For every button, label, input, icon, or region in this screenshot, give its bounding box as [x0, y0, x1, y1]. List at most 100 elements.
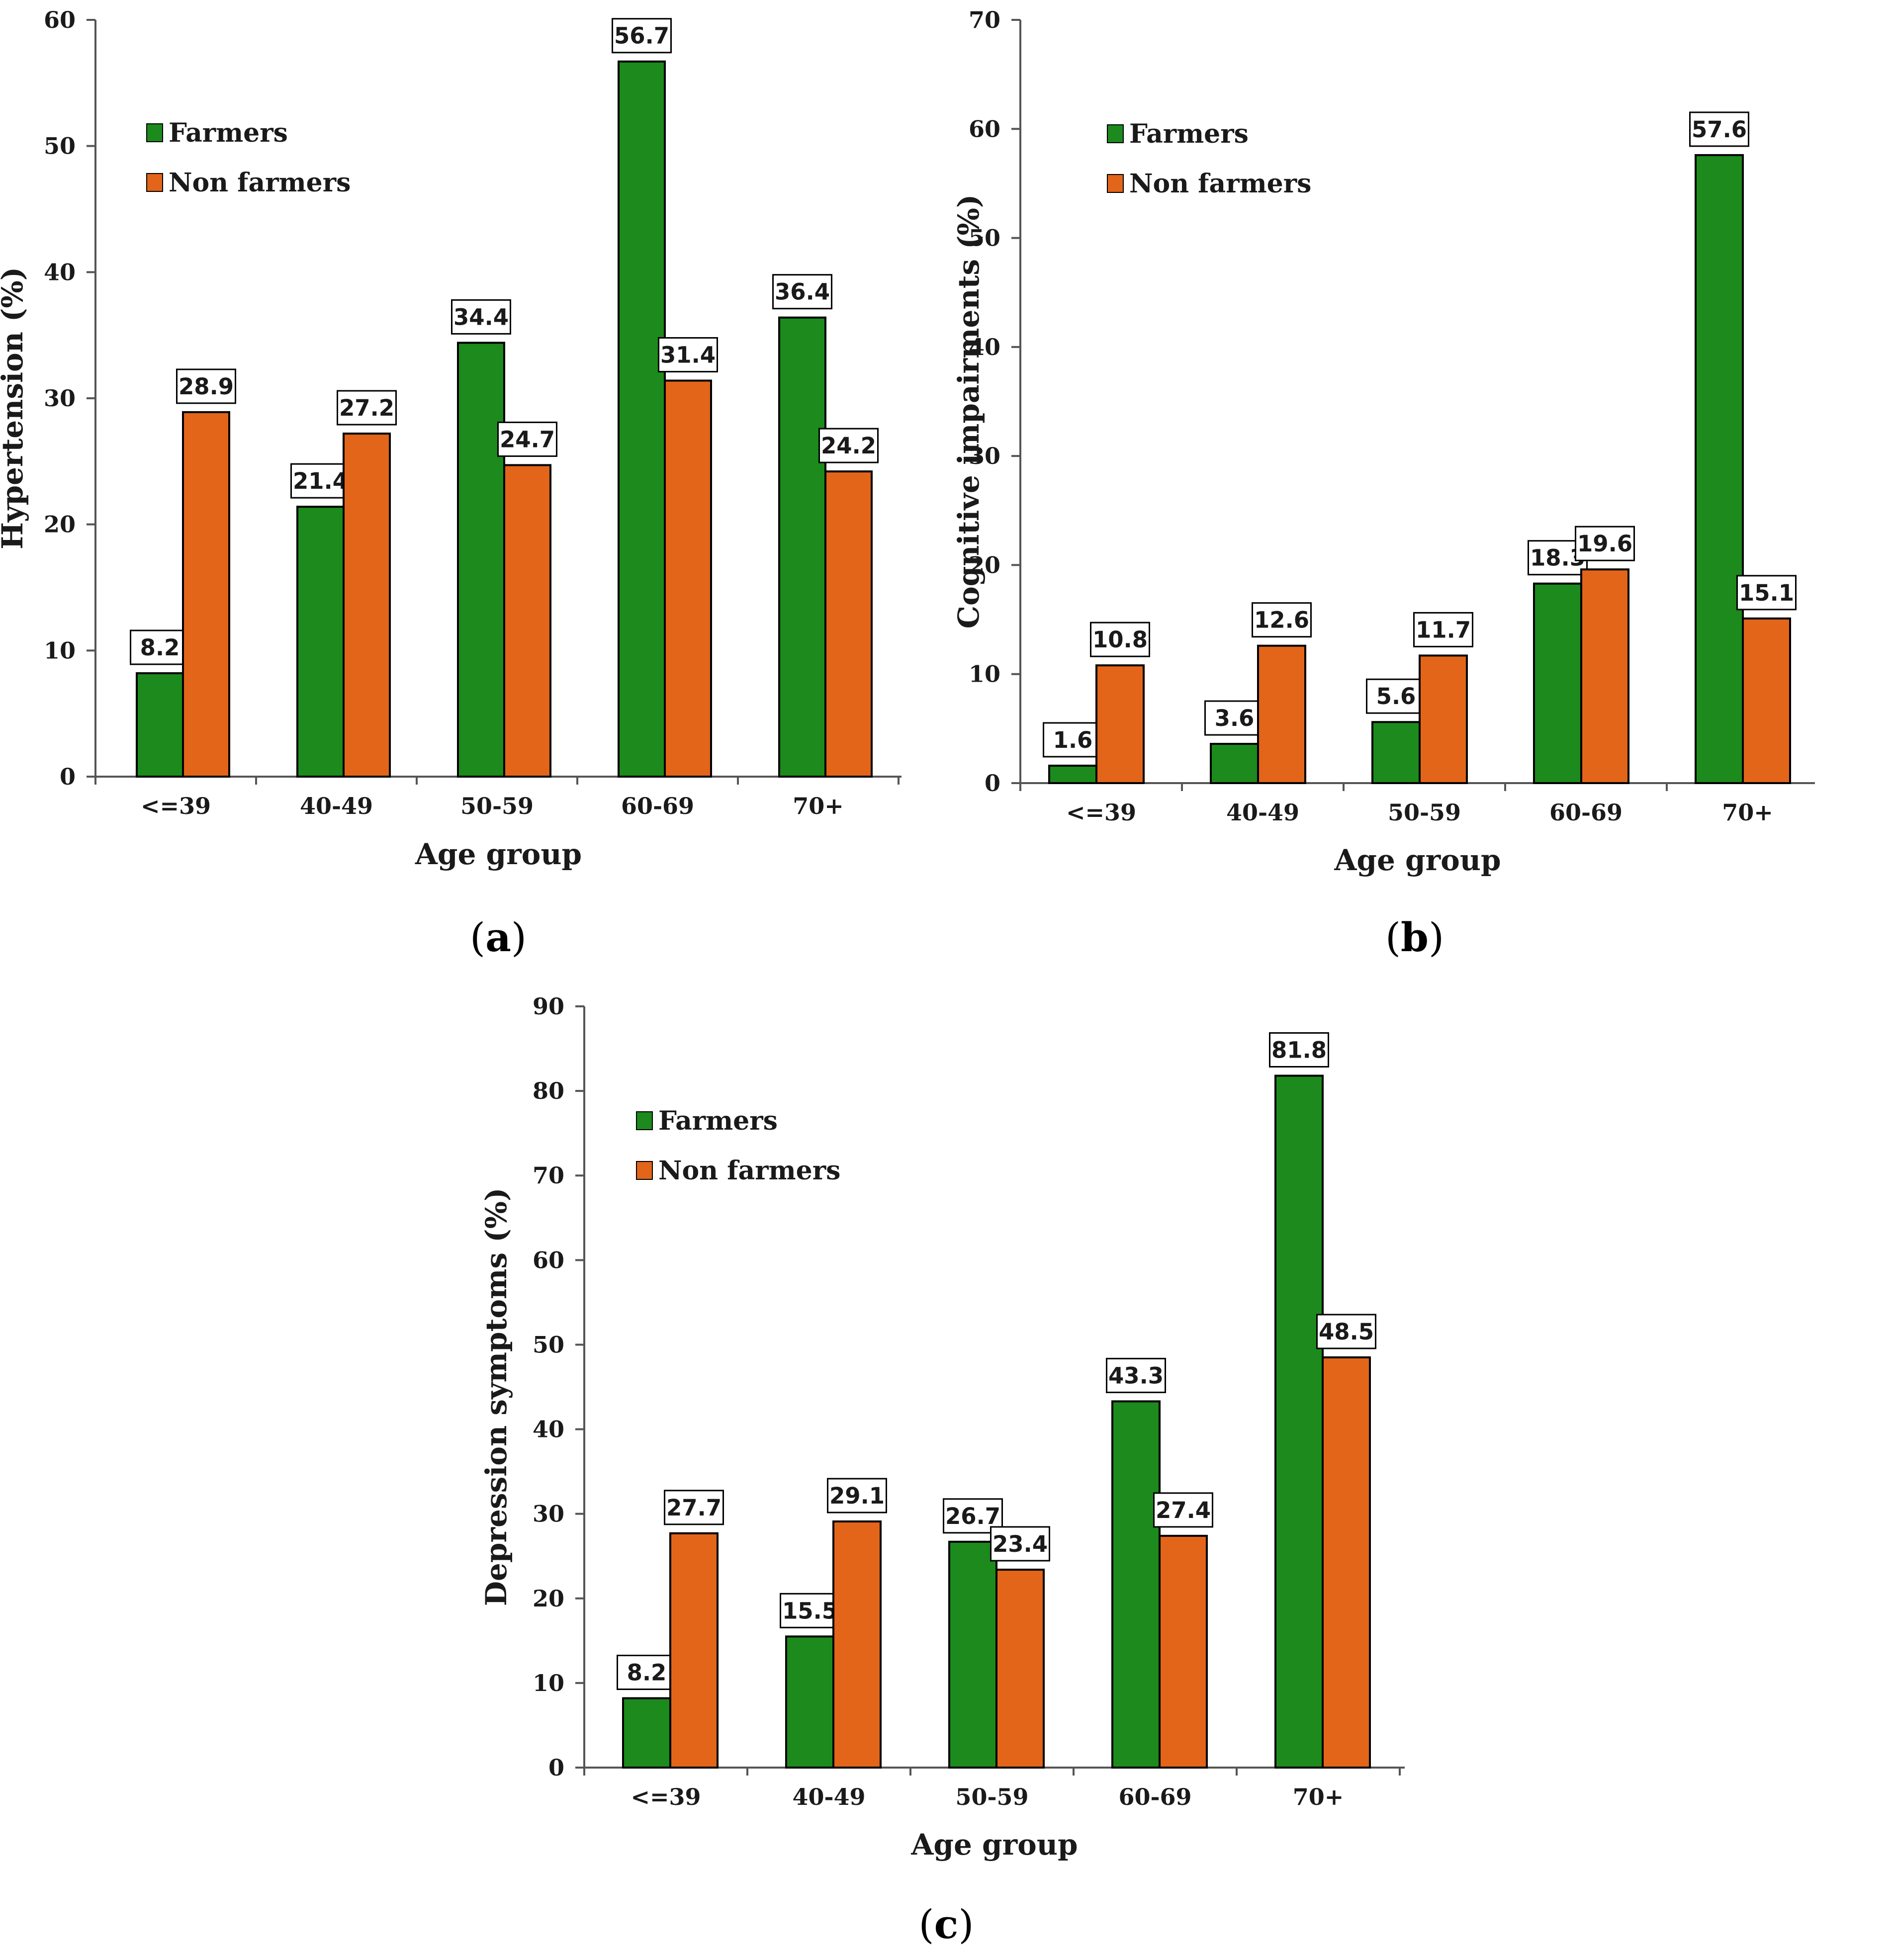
legend-label: Farmers — [658, 1106, 778, 1136]
chart-cognitive-impairments: 0 10 20 30 40 50 60 70 <=39 1.6 10.8 40-49 3.6 12.6 50… — [952, 6, 1815, 961]
y-tick-label: 10 — [969, 661, 1000, 688]
legend-swatch — [636, 1111, 653, 1130]
panel-label: (b) — [1385, 914, 1444, 961]
bar-farmers — [948, 1540, 997, 1769]
x-tick-label: 70+ — [1293, 1783, 1344, 1810]
data-label-box — [290, 463, 351, 499]
bar-farmers — [1048, 764, 1097, 785]
data-label: 19.6 — [1577, 531, 1632, 557]
y-tick-label: 0 — [985, 770, 1000, 797]
bar-non-farmers — [664, 379, 712, 778]
data-label-box — [1366, 678, 1426, 714]
data-label-box — [1153, 1492, 1213, 1528]
data-label: 5.6 — [1376, 683, 1416, 710]
x-axis-title: Age group — [910, 1828, 1078, 1862]
legend-label: Non farmers — [1129, 169, 1311, 199]
panel-label: (c) — [918, 1901, 974, 1948]
data-label-box — [176, 368, 236, 404]
legend-swatch — [146, 123, 163, 142]
bar-farmers — [1111, 1400, 1161, 1769]
data-label: 8.2 — [140, 634, 180, 661]
data-label-box — [497, 421, 557, 457]
x-tick-label: 60-69 — [621, 793, 694, 819]
bar-non-farmers — [343, 433, 391, 778]
bar-farmers — [457, 342, 505, 778]
data-label-box — [1316, 1314, 1376, 1349]
data-label-box — [1269, 1032, 1329, 1068]
data-label-box — [990, 1526, 1050, 1562]
data-label: 36.4 — [775, 279, 830, 305]
legend-swatch — [636, 1161, 653, 1180]
y-tick-label: 50 — [969, 225, 1000, 252]
bar-farmers — [1695, 154, 1744, 784]
data-label: 24.7 — [500, 426, 555, 452]
data-label: 21.4 — [293, 468, 348, 494]
x-tick-label: 50-59 — [1388, 799, 1461, 826]
bar-farmers — [1533, 582, 1582, 784]
y-axis-title: Cognitive impairments (%) — [952, 194, 986, 628]
data-label: 23.4 — [993, 1531, 1048, 1557]
data-label-box — [1413, 612, 1473, 647]
legend-swatch — [146, 173, 163, 192]
y-tick-label: 70 — [533, 1162, 564, 1189]
x-tick-label: 40-49 — [792, 1783, 865, 1810]
data-label: 27.7 — [666, 1495, 722, 1521]
data-label: 29.1 — [829, 1483, 885, 1509]
data-label-box — [658, 337, 718, 372]
bar-farmers — [1210, 743, 1259, 784]
bar-non-farmers — [1159, 1534, 1208, 1769]
data-label-box — [664, 1490, 724, 1525]
data-label-box — [1252, 602, 1312, 638]
y-tick-label: 20 — [533, 1585, 564, 1612]
x-tick-label: 40-49 — [300, 793, 373, 819]
data-label: 57.6 — [1692, 116, 1747, 143]
data-label-box — [1689, 111, 1749, 147]
data-label: 27.2 — [339, 395, 394, 421]
x-tick-label: 60-69 — [1118, 1783, 1191, 1810]
y-tick-label: 10 — [533, 1670, 564, 1696]
data-label: 3.6 — [1215, 705, 1255, 731]
bar-farmers — [618, 60, 666, 778]
x-axis-title: Age group — [1334, 843, 1501, 877]
data-label-box — [130, 629, 190, 665]
bar-non-farmers — [1095, 664, 1145, 784]
data-label: 81.8 — [1271, 1037, 1327, 1063]
data-label: 31.4 — [660, 342, 716, 368]
y-tick-label: 50 — [44, 133, 76, 160]
data-label-box — [780, 1593, 840, 1628]
data-label-box — [451, 299, 511, 335]
bar-farmers — [1274, 1074, 1324, 1769]
bar-non-farmers — [669, 1532, 719, 1769]
x-tick-label: <=39 — [631, 1783, 701, 1810]
y-tick-label: 60 — [44, 6, 76, 33]
y-tick-label: 30 — [969, 443, 1000, 469]
data-label: 10.8 — [1092, 626, 1148, 653]
data-label: 48.5 — [1319, 1319, 1374, 1345]
data-label: 56.7 — [614, 23, 669, 49]
data-label: 11.7 — [1416, 617, 1471, 643]
data-label: 12.6 — [1254, 607, 1309, 633]
data-label: 26.7 — [945, 1503, 1000, 1529]
legend-label: Non farmers — [658, 1156, 840, 1186]
x-tick-label: 60-69 — [1549, 799, 1623, 826]
y-tick-label: 0 — [60, 763, 76, 790]
y-tick-label: 0 — [548, 1754, 564, 1781]
y-tick-label: 30 — [533, 1501, 564, 1527]
legend-label: Non farmers — [169, 168, 351, 198]
y-tick-label: 20 — [969, 551, 1000, 578]
data-label-box — [1736, 575, 1797, 611]
y-tick-label: 80 — [533, 1077, 564, 1104]
y-tick-label: 60 — [969, 115, 1000, 142]
x-tick-label: 70+ — [793, 793, 844, 819]
data-label-box — [1204, 700, 1264, 736]
data-label-box — [1575, 526, 1635, 561]
legend-label: Farmers — [1129, 119, 1249, 149]
x-tick-label: 50-59 — [460, 793, 534, 819]
bar-farmers — [622, 1697, 671, 1769]
data-label-box — [818, 428, 879, 463]
y-tick-label: 40 — [44, 259, 76, 285]
bar-non-farmers — [1742, 617, 1791, 784]
data-label-box — [612, 18, 672, 54]
y-axis-title: Depression symptoms (%) — [479, 1188, 513, 1606]
